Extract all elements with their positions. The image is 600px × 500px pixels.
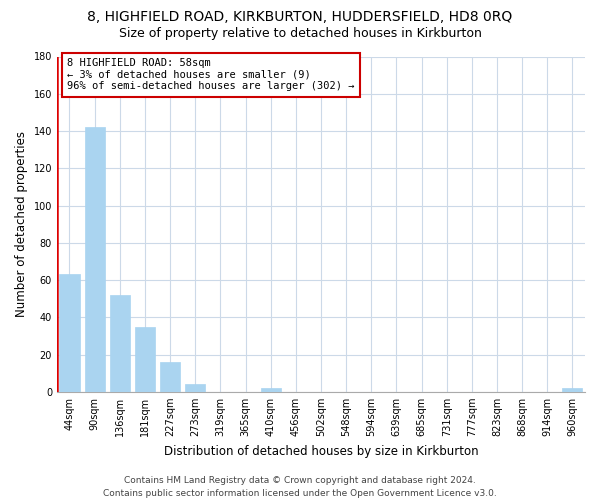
Text: 8 HIGHFIELD ROAD: 58sqm
← 3% of detached houses are smaller (9)
96% of semi-deta: 8 HIGHFIELD ROAD: 58sqm ← 3% of detached…: [67, 58, 355, 92]
Text: 8, HIGHFIELD ROAD, KIRKBURTON, HUDDERSFIELD, HD8 0RQ: 8, HIGHFIELD ROAD, KIRKBURTON, HUDDERSFI…: [88, 10, 512, 24]
Bar: [110, 295, 130, 392]
Bar: [260, 388, 281, 392]
Y-axis label: Number of detached properties: Number of detached properties: [15, 131, 28, 317]
Bar: [135, 326, 155, 392]
Bar: [160, 362, 180, 392]
Bar: [562, 388, 583, 392]
X-axis label: Distribution of detached houses by size in Kirkburton: Distribution of detached houses by size …: [164, 444, 478, 458]
Text: Contains HM Land Registry data © Crown copyright and database right 2024.
Contai: Contains HM Land Registry data © Crown c…: [103, 476, 497, 498]
Text: Size of property relative to detached houses in Kirkburton: Size of property relative to detached ho…: [119, 28, 481, 40]
Bar: [185, 384, 205, 392]
Bar: [59, 274, 80, 392]
Bar: [85, 128, 104, 392]
